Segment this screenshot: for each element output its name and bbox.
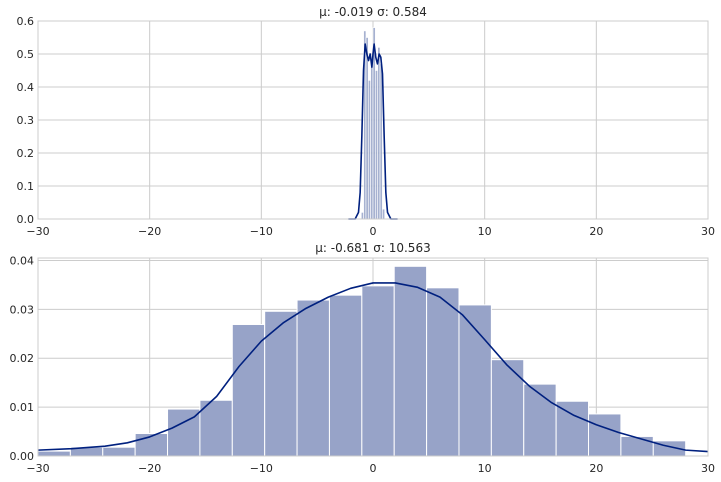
histogram-bar — [490, 359, 525, 457]
x-tick-label: 10 — [478, 225, 492, 238]
x-tick-label: 0 — [370, 225, 377, 238]
histogram-bar — [377, 47, 381, 220]
bottom-histogram-panel: μ: -0.681 σ: 10.563 −30 −20 −10 0 10 20 30 0.00… — [10, 241, 716, 475]
histogram-bar — [555, 400, 590, 457]
histogram-bar — [375, 70, 378, 220]
y-tick-label: 0.5 — [17, 48, 35, 61]
histogram-bar — [588, 413, 622, 457]
x-tick-label: −10 — [250, 225, 273, 238]
y-tick-label: 0.0 — [17, 213, 35, 226]
y-tick-label: 0.6 — [17, 15, 35, 28]
x-tick-label: 0 — [370, 462, 377, 475]
bottom-panel-title: μ: -0.681 σ: 10.563 — [315, 241, 430, 255]
histogram-bar — [360, 212, 364, 220]
histogram-bar — [264, 310, 298, 457]
histogram-bar — [458, 304, 492, 457]
x-tick-label: 30 — [701, 225, 715, 238]
x-tick-label: 20 — [589, 225, 603, 238]
x-tick-label: −30 — [26, 225, 49, 238]
histogram-bar — [365, 37, 369, 220]
x-tick-label: 30 — [701, 462, 715, 475]
y-tick-label: 0.1 — [17, 180, 35, 193]
histogram-bar — [379, 63, 383, 220]
x-tick-label: −20 — [138, 225, 161, 238]
kde-line — [37, 282, 709, 453]
axes-frame — [37, 257, 709, 457]
x-tick-label: −20 — [138, 462, 161, 475]
y-tick-label: 0.3 — [17, 114, 35, 127]
y-tick-label: 0.00 — [10, 450, 35, 463]
y-tick-label: 0.03 — [10, 303, 35, 316]
x-tick-label: −30 — [26, 462, 49, 475]
histogram-bar — [523, 383, 557, 457]
histogram-bar — [393, 265, 428, 457]
histogram-bar — [37, 450, 71, 457]
histogram-bar — [620, 435, 654, 457]
y-tick-label: 0.04 — [10, 254, 35, 267]
histogram-bar — [102, 446, 136, 457]
kde-line — [348, 43, 398, 220]
axes-frame — [37, 20, 709, 220]
x-tick-label: 10 — [478, 462, 492, 475]
histogram-bar — [426, 287, 460, 457]
y-tick-label: 0.01 — [10, 401, 35, 414]
top-histogram-panel: μ: -0.019 σ: 0.584 −30 −20 −10 0 10 20 30 0.0 0.… — [17, 5, 716, 238]
y-tick-label: 0.02 — [10, 352, 35, 365]
x-tick-label: 20 — [589, 462, 603, 475]
histogram-bar — [199, 399, 233, 457]
histogram-bar — [296, 299, 330, 457]
top-panel-title: μ: -0.019 σ: 0.584 — [319, 5, 427, 19]
y-tick-label: 0.2 — [17, 147, 35, 160]
y-tick-label: 0.4 — [17, 81, 35, 94]
histogram-bar — [231, 323, 266, 457]
histogram-bar — [361, 285, 395, 457]
histogram-bar — [328, 294, 363, 457]
histogram-bar — [370, 60, 374, 220]
x-tick-label: −10 — [250, 462, 273, 475]
histogram-bar — [382, 208, 386, 220]
histogram-bar — [368, 80, 371, 220]
